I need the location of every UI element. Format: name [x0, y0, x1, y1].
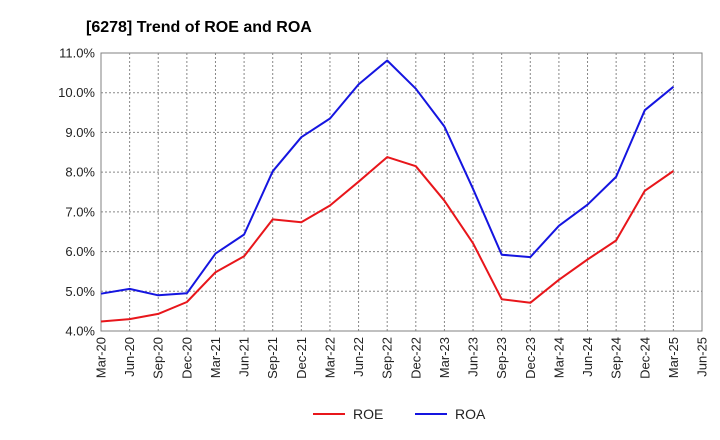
x-tick-label: Sep-20 — [151, 337, 166, 379]
x-tick-label: Sep-23 — [494, 337, 509, 379]
y-tick-label: 10.0% — [58, 85, 95, 100]
x-tick-label: Mar-21 — [208, 337, 223, 378]
legend-label-roa: ROA — [455, 406, 486, 422]
x-tick-label: Jun-23 — [466, 337, 481, 377]
x-tick-label: Dec-21 — [294, 337, 309, 379]
y-tick-label: 6.0% — [65, 244, 95, 259]
series-line-roe — [100, 156, 674, 323]
x-tick-label: Mar-23 — [437, 337, 452, 378]
plot-area — [100, 52, 703, 332]
y-tick-label: 5.0% — [65, 284, 95, 299]
series-line-roa — [100, 59, 675, 297]
x-tick-label: Dec-23 — [523, 337, 538, 379]
x-tick-label: Mar-20 — [94, 337, 109, 378]
legend-label-roe: ROE — [353, 406, 383, 422]
grid — [101, 53, 702, 331]
x-tick-label: Dec-20 — [179, 337, 194, 379]
x-tick-label: Sep-22 — [380, 337, 395, 379]
y-tick-label: 4.0% — [65, 324, 95, 339]
chart-title: [6278] Trend of ROE and ROA — [86, 19, 312, 36]
x-tick-label: Sep-21 — [265, 337, 280, 379]
x-tick-label: Jun-21 — [237, 337, 252, 377]
x-tick-label: Mar-25 — [666, 337, 681, 378]
x-tick-label: Dec-22 — [408, 337, 423, 379]
x-tick-label: Jun-25 — [695, 337, 710, 377]
legend: ROE ROA — [313, 406, 486, 422]
x-axis: Mar-20 Jun-20 Sep-20 Dec-20 Mar-21 Jun-21 Sep-… — [94, 337, 710, 379]
y-tick-label: 11.0% — [59, 46, 95, 61]
x-tick-label: Jun-24 — [580, 337, 595, 377]
x-tick-label: Sep-24 — [609, 337, 624, 379]
x-tick-label: Mar-24 — [551, 337, 566, 378]
series-lines — [100, 59, 675, 323]
x-tick-label: Dec-24 — [637, 337, 652, 379]
x-tick-label: Jun-20 — [122, 337, 137, 377]
x-tick-label: Mar-22 — [322, 337, 337, 378]
y-tick-label: 8.0% — [65, 165, 95, 180]
y-axis: 4.0% 5.0% 6.0% 7.0% 8.0% 9.0% 10.0% 11.0% — [58, 46, 95, 339]
y-tick-label: 7.0% — [65, 204, 95, 219]
y-tick-label: 9.0% — [65, 125, 95, 140]
x-tick-label: Jun-22 — [351, 337, 366, 377]
